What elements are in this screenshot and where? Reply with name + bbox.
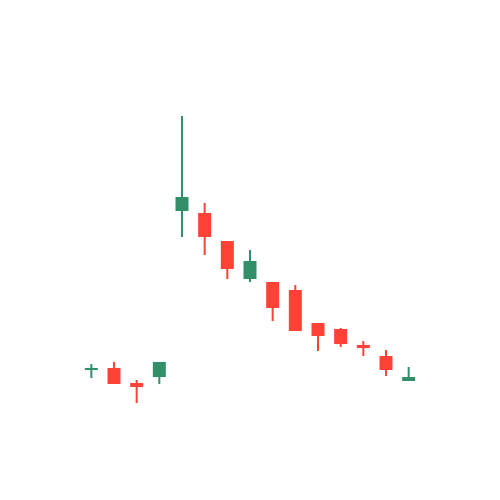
candle-body: [243, 261, 257, 279]
candle-body: [152, 362, 166, 377]
candle-body: [220, 241, 234, 269]
candle-body: [266, 282, 280, 308]
candle-body: [334, 329, 348, 344]
candle-body: [402, 377, 416, 381]
candle-body: [175, 197, 189, 211]
candle-body: [84, 368, 98, 370]
candle-body: [198, 213, 212, 237]
candle-body: [356, 345, 370, 348]
candle-body: [130, 383, 144, 387]
candle-body: [379, 356, 393, 370]
candle-body: [311, 323, 325, 336]
candle-body: [288, 290, 302, 331]
candle-body: [107, 368, 121, 384]
